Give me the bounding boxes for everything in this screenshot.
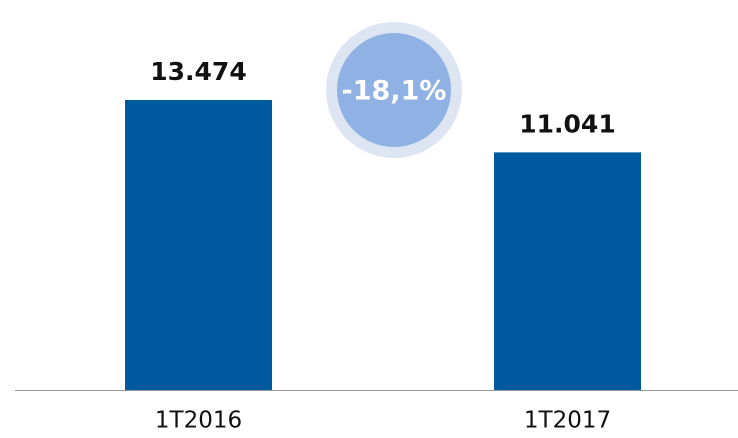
x-tick-label: 1T2016 — [155, 408, 242, 434]
value-label: 11.041 — [519, 109, 615, 138]
bar — [125, 100, 272, 390]
badge — [337, 33, 451, 147]
bar — [494, 152, 641, 390]
x-tick-label: 1T2017 — [524, 408, 611, 434]
value-label: 13.474 — [150, 57, 246, 86]
change-annotation: -18,1% — [342, 76, 447, 107]
